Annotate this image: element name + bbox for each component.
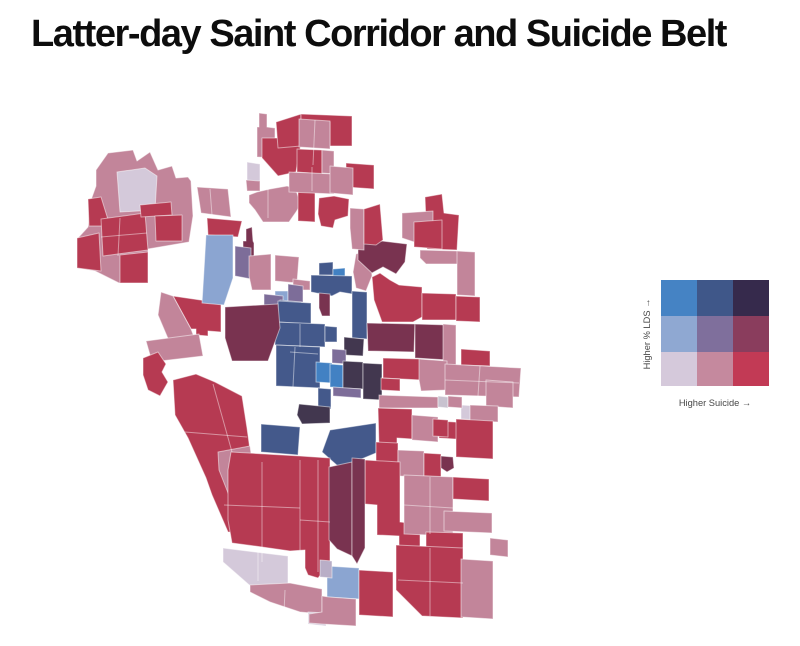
svg-text:Higher Suicide →: Higher Suicide → xyxy=(679,398,751,408)
svg-text:Higher % LDS →: Higher % LDS → xyxy=(642,299,652,370)
